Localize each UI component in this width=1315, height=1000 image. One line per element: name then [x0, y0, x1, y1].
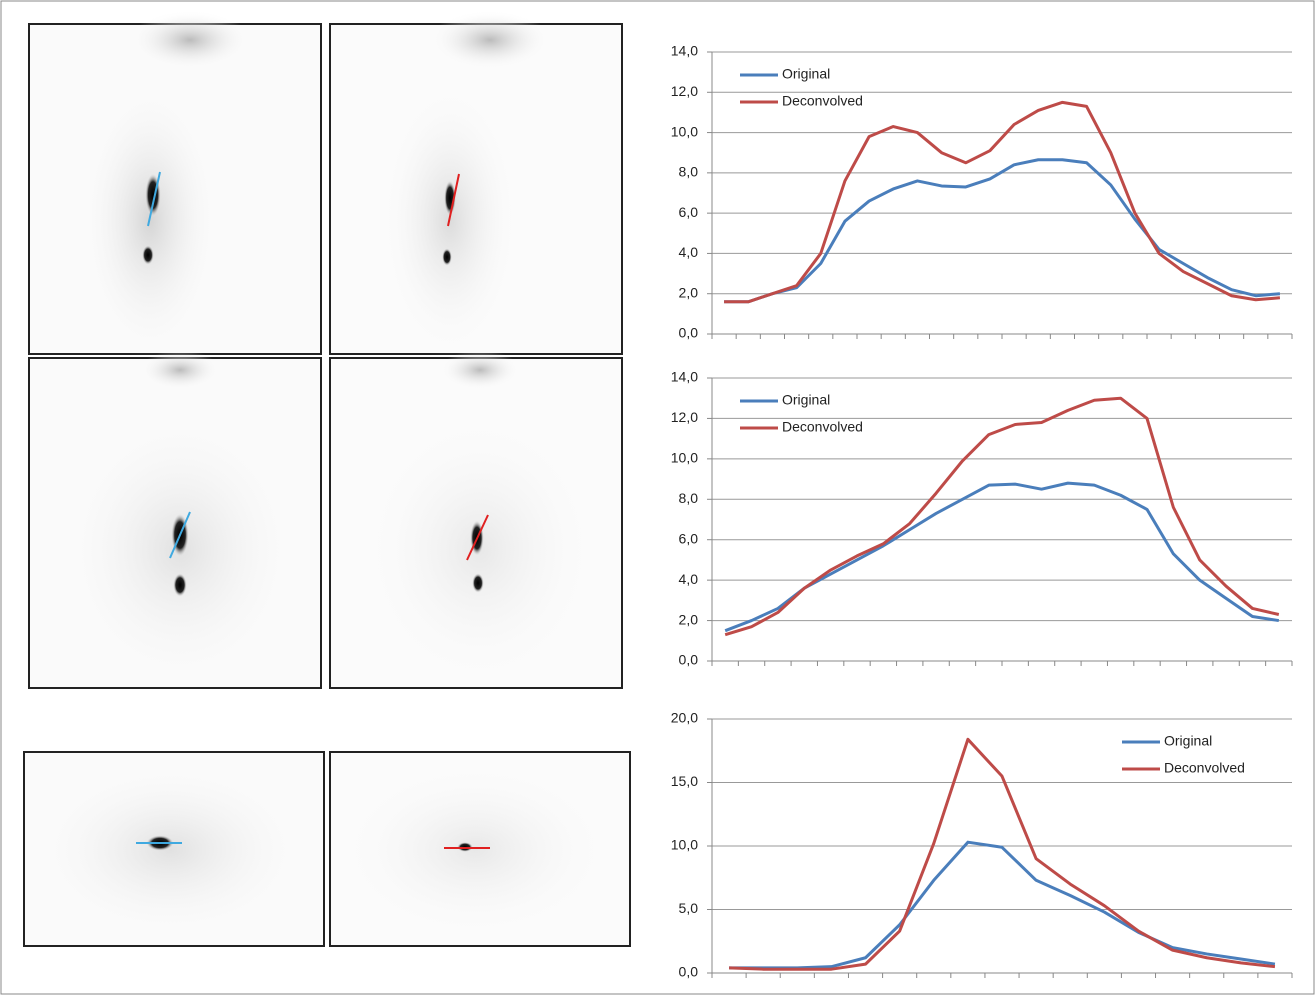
legend-label: Deconvolved	[782, 419, 863, 435]
y-tick-label: 8,0	[679, 490, 699, 506]
y-tick-label: 0,0	[679, 652, 699, 668]
y-tick-label: 4,0	[679, 244, 699, 260]
legend-label: Deconvolved	[782, 93, 863, 109]
legend-label: Original	[782, 66, 830, 82]
legend-label: Original	[782, 392, 830, 408]
series-line	[724, 158, 1281, 304]
series-line	[724, 396, 1280, 637]
y-tick-label: 6,0	[679, 204, 699, 220]
y-tick-label: 6,0	[679, 530, 699, 546]
image-axial-deconvolved	[329, 751, 631, 947]
y-tick-label: 10,0	[671, 450, 698, 466]
y-tick-label: 14,0	[671, 43, 698, 59]
series-line	[724, 100, 1281, 304]
image-coronal-original	[28, 350, 322, 690]
legend-label: Deconvolved	[1164, 760, 1245, 776]
y-tick-label: 14,0	[671, 369, 698, 385]
y-tick-label: 10,0	[671, 123, 698, 139]
y-tick-label: 10,0	[671, 837, 698, 853]
series-line	[729, 840, 1276, 970]
series-line	[724, 481, 1280, 633]
y-tick-label: 0,0	[679, 325, 699, 341]
y-tick-label: 8,0	[679, 164, 699, 180]
y-tick-label: 0,0	[679, 964, 699, 980]
y-tick-label: 2,0	[679, 284, 699, 300]
image-sagittal-deconvolved	[329, 10, 623, 360]
y-tick-label: 12,0	[671, 83, 698, 99]
image-coronal-deconvolved	[329, 350, 623, 690]
legend-label: Original	[1164, 733, 1212, 749]
y-tick-label: 4,0	[679, 571, 699, 587]
y-tick-label: 2,0	[679, 611, 699, 627]
y-tick-label: 15,0	[671, 773, 698, 789]
y-tick-label: 12,0	[671, 409, 698, 425]
image-axial-original	[23, 751, 325, 947]
series-line	[729, 737, 1276, 971]
y-tick-label: 20,0	[671, 710, 698, 726]
image-sagittal-original	[28, 10, 322, 360]
y-tick-label: 5,0	[679, 900, 699, 916]
